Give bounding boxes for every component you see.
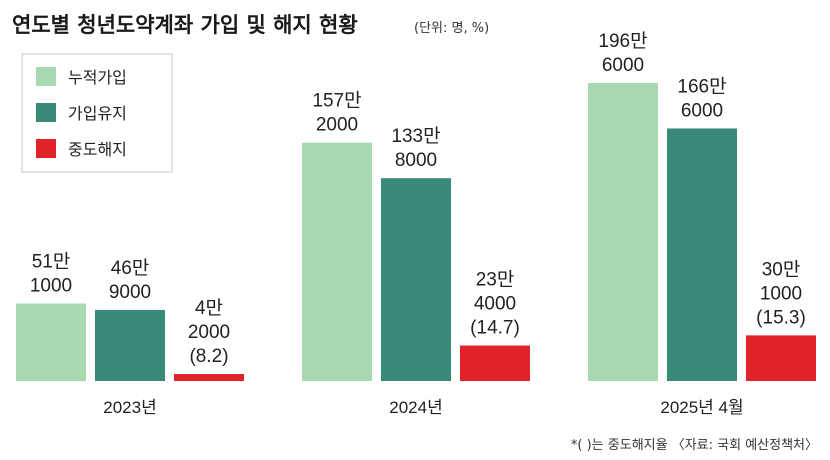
bar-3-2 [667,128,737,381]
value-label-2-1-2: 2000 [316,115,358,136]
value-label-1-1-2: 1000 [30,276,72,297]
category-label-2: 2024년 [389,398,442,417]
category-labels: 2023년 2024년 2025년 4월 [103,398,743,417]
bar-3-3 [746,335,816,381]
value-label-3-2-2: 6000 [681,100,723,121]
legend-swatch-1 [36,67,56,86]
bar-2-3 [460,345,530,381]
bar-3-1 [588,83,658,381]
bar-1-3 [174,374,244,381]
bars [16,83,816,381]
legend-label-3: 중도해지 [68,140,127,159]
value-label-3-3-3: (15.3) [756,307,806,328]
value-label-1-3-1: 4만 [195,297,223,319]
legend-swatch-2 [36,103,56,122]
value-label-2-3-3: (14.7) [470,318,520,339]
value-label-1-3-3: (8.2) [189,346,228,367]
bar-1-1 [16,303,86,381]
unit-note: (단위: 명, %) [414,21,489,36]
value-label-1-2-1: 46만 [111,257,150,279]
value-label-1-1-1: 51만 [32,251,71,273]
value-label-3-1-2: 6000 [602,55,644,76]
bar-1-2 [95,309,165,381]
category-label-1: 2023년 [103,398,156,417]
bar-2-1 [302,142,372,381]
category-label-3: 2025년 4월 [660,398,743,417]
value-label-2-3-2: 4000 [474,294,516,315]
footnote: *( )는 중도해지율 〈자료: 국회 예산정책처〉 [571,438,818,453]
legend-swatch-3 [36,139,56,158]
legend-label-1: 누적가입 [68,68,127,87]
bar-2-2 [381,178,451,381]
value-label-2-3-1: 23만 [476,269,515,291]
value-label-1-2-2: 9000 [109,282,151,303]
value-label-3-3-1: 30만 [762,258,801,280]
value-label-3-2-1: 166만 [677,75,726,97]
value-label-2-2-2: 8000 [395,150,437,171]
value-label-3-1-1: 196만 [598,30,647,52]
value-label-2-2-1: 133만 [391,125,440,147]
legend-label-2: 가입유지 [68,104,127,123]
chart-title: 연도별 청년도약계좌 가입 및 해지 현황 [12,13,358,37]
value-label-3-3-2: 1000 [760,283,802,304]
value-label-2-1-1: 157만 [312,90,361,112]
value-labels: 51만 1000 46만 9000 4만 2000 (8.2) 157만 2000 133만 800… [30,30,806,367]
value-label-1-3-2: 2000 [188,322,230,343]
